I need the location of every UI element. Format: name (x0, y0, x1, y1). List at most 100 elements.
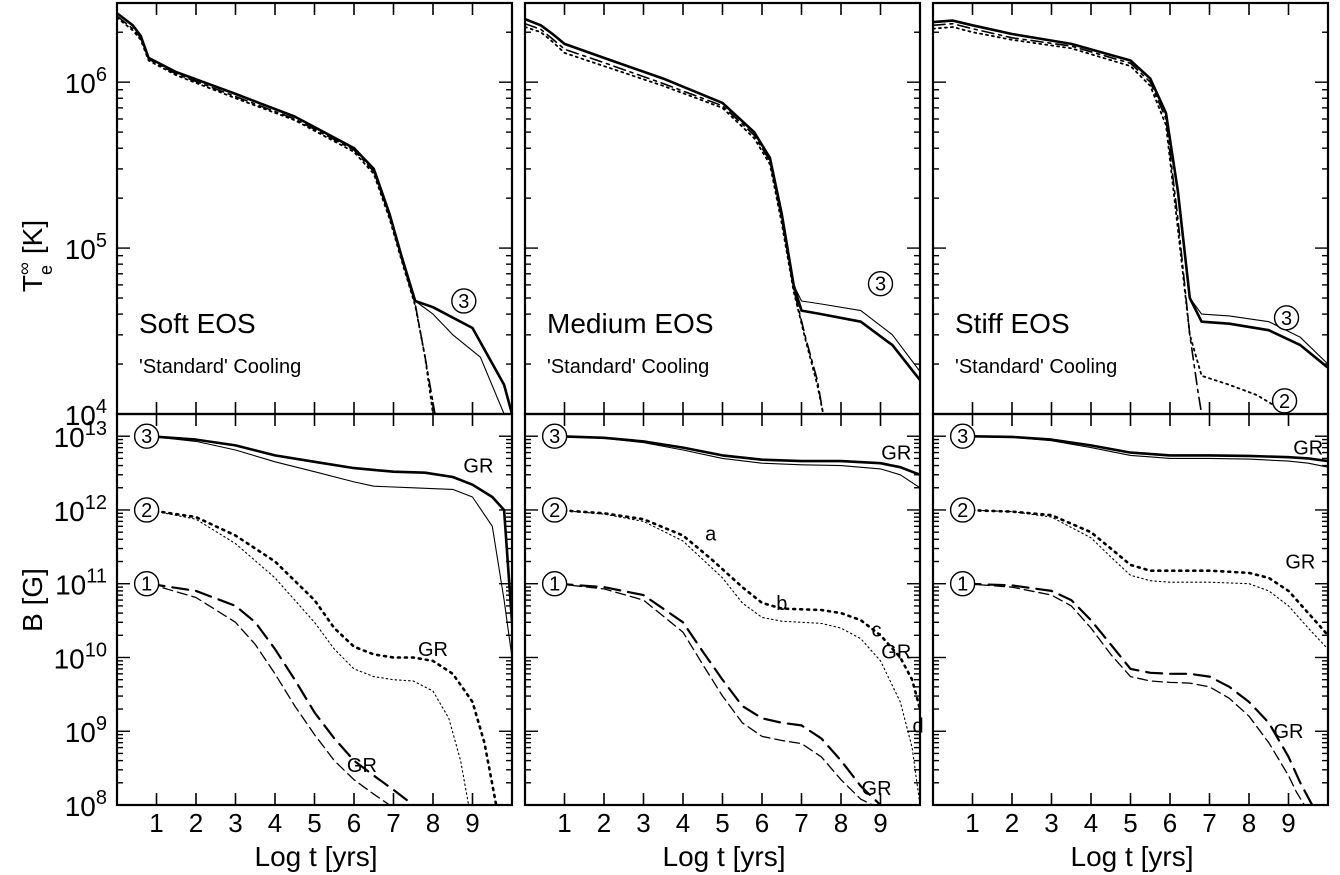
series-line-dashed-thin (555, 583, 874, 805)
series-line-dashed-thin (963, 583, 1305, 805)
series-line-dashed-thick (555, 582, 882, 805)
circled-label: 3 (1281, 308, 1292, 330)
annotation-label: GR (463, 456, 493, 478)
panel-2: 3 Medium EOS 'Standard' Cooling (523, 1, 922, 416)
x-tick-label: 5 (715, 808, 729, 838)
y-tick-label: 109 (65, 713, 107, 748)
x-tick-label: 9 (465, 808, 479, 838)
x-tick-label: 4 (268, 808, 282, 838)
y-axis-label-field: B [G] (17, 568, 48, 632)
circled-label: 3 (141, 426, 152, 448)
y-tick-label: 104 (65, 396, 107, 431)
series-group (933, 19, 1328, 414)
y-tick-label: 105 (65, 230, 107, 265)
circled-label-ring (1271, 388, 1298, 414)
series-line-dotted (933, 26, 1290, 414)
panel-frame (115, 1, 514, 416)
circled-label: 3 (549, 426, 560, 448)
x-tick-label: 1 (965, 808, 979, 838)
circled-label: 2 (957, 500, 968, 522)
x-axis-label-medium: Log t [yrs] (663, 841, 786, 872)
panel-frame (523, 1, 922, 416)
x-tick-label: 8 (834, 808, 848, 838)
series-group (555, 434, 920, 805)
circled-label-ring (541, 571, 568, 597)
x-tick-label: 7 (1202, 808, 1216, 838)
panel-title: Stiff EOS (955, 308, 1070, 339)
x-tick-label: 1 (557, 808, 571, 838)
panel-1: 104 105 106 3 Soft EOS 'Standard' Cooling (65, 1, 514, 431)
x-tick-label: 8 (1242, 808, 1256, 838)
series-group (525, 17, 920, 414)
y-tick-label: 108 (65, 787, 107, 822)
series-line-dashed (933, 22, 1203, 414)
x-tick-label: 2 (189, 808, 203, 838)
x-tick-label: 7 (386, 808, 400, 838)
circled-label: 1 (957, 574, 968, 596)
panel-frame (115, 412, 514, 807)
series-line-solid-thin (964, 435, 1328, 468)
circled-label-ring (949, 423, 976, 449)
panel-subtitle: 'Standard' Cooling (139, 356, 301, 378)
circled-label-ring (133, 571, 160, 597)
x-tick-label: 4 (676, 808, 690, 838)
series-line-solid-thin (148, 435, 512, 659)
x-tick-label: 9 (873, 808, 887, 838)
annotation-label: GR (862, 778, 892, 800)
panel-subtitle: 'Standard' Cooling (955, 356, 1117, 378)
annotation-label: GR (347, 755, 377, 777)
annotation-label: GR (418, 639, 448, 661)
annotation-label: c (872, 619, 882, 641)
panel-frame (931, 1, 1330, 416)
series-group (147, 434, 512, 805)
x-tick-label: 5 (307, 808, 321, 838)
circled-label: 3 (875, 274, 886, 296)
x-tick-label: 3 (1044, 808, 1058, 838)
series-line-dotted-thick (963, 508, 1328, 637)
circled-label: 1 (549, 574, 560, 596)
circled-label-ring (949, 497, 976, 523)
x-tick-label: 2 (597, 808, 611, 838)
x-axis-label-stiff: Log t [yrs] (1071, 841, 1194, 872)
series-line-dashed-thick (963, 582, 1314, 805)
series-line-dotted-thick (555, 508, 920, 711)
x-tick-label: 6 (1163, 808, 1177, 838)
series-line-dotted-thick (147, 508, 498, 805)
series-group (963, 434, 1328, 805)
y-tick-label: 106 (65, 64, 107, 99)
series-group (117, 12, 512, 414)
series-line-solid-thick (147, 434, 512, 624)
annotation-label: GR (1274, 721, 1304, 743)
circled-label: 2 (1279, 391, 1290, 413)
x-tick-label: 7 (794, 808, 808, 838)
circled-label: 2 (141, 500, 152, 522)
x-tick-label: 4 (1084, 808, 1098, 838)
circled-label-ring (949, 571, 976, 597)
annotation-label: GR (881, 443, 911, 465)
circled-label: 1 (141, 574, 152, 596)
series-line-dashed (525, 22, 825, 414)
circled-label: 2 (549, 500, 560, 522)
series-line-dotted-thin (148, 509, 470, 805)
series-line-dotted-thin (556, 509, 920, 805)
annotation-label: GR (1293, 438, 1323, 460)
circled-label-ring (867, 270, 894, 297)
x-tick-label: 8 (426, 808, 440, 838)
series-line-dashed-thick (147, 582, 415, 805)
series-line-dashed (117, 15, 436, 414)
series-line-solid-thick (963, 434, 1328, 463)
circled-label: 3 (957, 426, 968, 448)
panel-title: Soft EOS (139, 308, 256, 339)
annotation-label: b (776, 593, 787, 615)
x-tick-label: 6 (347, 808, 361, 838)
panel-frame (931, 412, 1330, 807)
panel-frame (523, 412, 922, 807)
x-tick-label: 9 (1281, 808, 1295, 838)
circled-label: 3 (458, 291, 469, 313)
panel-3: 3 2 Stiff EOS 'Standard' Cooling (931, 1, 1330, 416)
x-tick-label: 1 (149, 808, 163, 838)
annotation-label: a (705, 523, 717, 545)
panel-subtitle: 'Standard' Cooling (547, 356, 709, 378)
